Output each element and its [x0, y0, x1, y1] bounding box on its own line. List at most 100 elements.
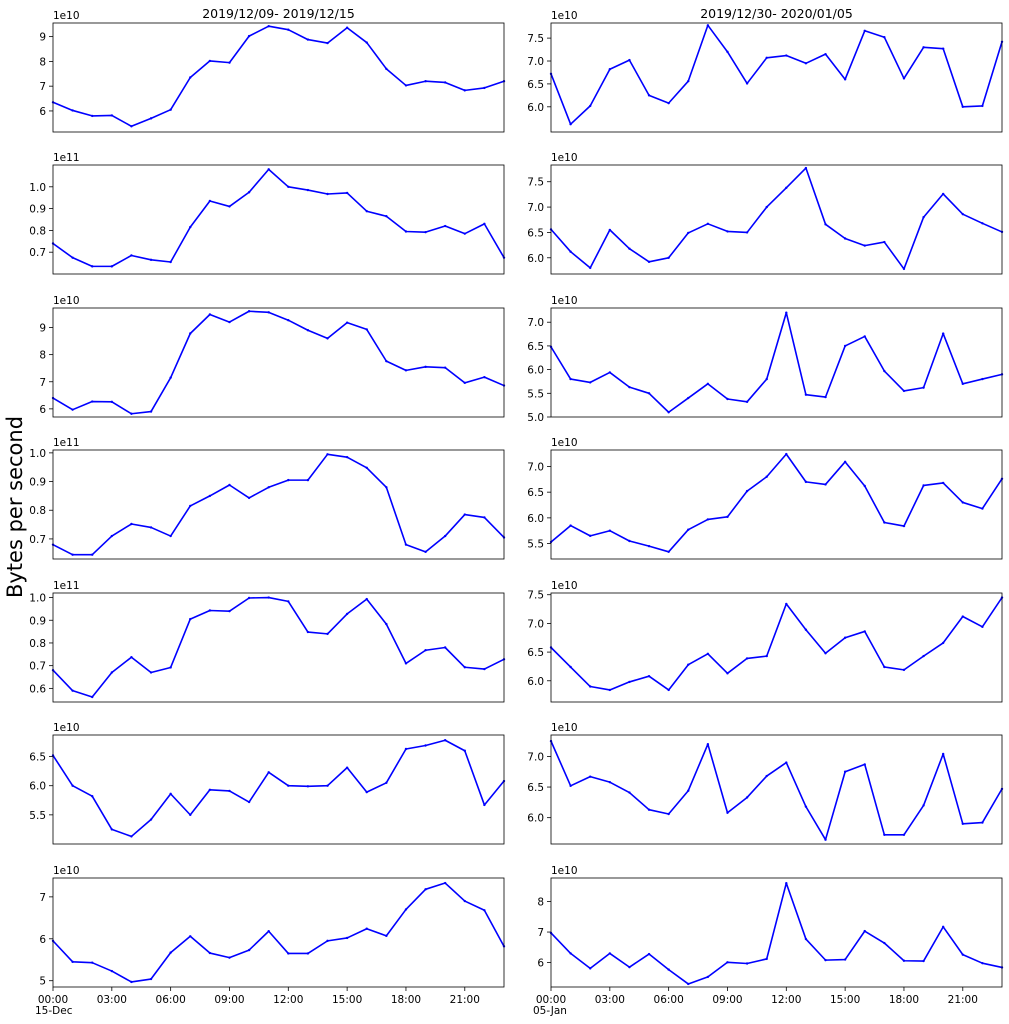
panel-r7-c2: 6 7 8 1e10 00:00 03:00 06:00 09:00 12:00 15:00 18:… — [533, 865, 1004, 1017]
y-tick-label: 7.5 — [527, 590, 544, 602]
data-point — [706, 652, 710, 656]
data-point — [267, 25, 270, 28]
data-point — [287, 478, 290, 482]
data-point — [326, 939, 329, 943]
data-point — [981, 625, 984, 629]
data-point — [843, 958, 847, 961]
data-point — [628, 385, 631, 389]
data-point — [110, 114, 114, 117]
panel-title: 2019/12/30- 2020/01/05 — [700, 6, 853, 21]
data-point — [902, 389, 906, 393]
data-point — [306, 952, 310, 955]
series-line — [52, 25, 505, 128]
data-point — [326, 41, 329, 45]
data-point — [843, 636, 847, 639]
y-tick-label: 5.5 — [29, 810, 46, 822]
data-point — [765, 205, 768, 209]
data-point — [71, 553, 74, 556]
data-point — [247, 34, 251, 38]
data-point — [287, 952, 290, 955]
data-point — [169, 534, 172, 538]
data-point — [647, 808, 651, 811]
data-point — [608, 529, 612, 532]
data-point — [443, 81, 447, 84]
data-point — [961, 953, 964, 956]
x-tick-label: 00:00 — [536, 994, 566, 1006]
data-point — [169, 792, 172, 796]
data-point — [706, 222, 710, 226]
data-point — [306, 785, 310, 788]
data-point — [228, 205, 231, 208]
axis-offset-label: 1e10 — [551, 722, 578, 734]
x-tick-label: 12:00 — [273, 994, 303, 1006]
data-point — [589, 967, 592, 970]
y-tick-label: 6.0 — [527, 513, 544, 525]
data-point — [110, 534, 114, 538]
data-point — [189, 76, 192, 79]
y-tick-label: 7.0 — [527, 461, 544, 473]
data-point — [981, 507, 984, 510]
data-point — [765, 957, 768, 961]
axis-offset-label: 1e11 — [53, 437, 80, 449]
data-point — [208, 313, 212, 316]
panel-title: 2019/12/09- 2019/12/15 — [202, 6, 355, 21]
data-point — [443, 739, 447, 742]
x-tick-label: 21:00 — [450, 994, 480, 1006]
data-point — [785, 761, 788, 764]
data-point — [726, 397, 729, 401]
data-point — [961, 501, 964, 504]
data-point — [385, 622, 388, 626]
data-point — [628, 539, 631, 543]
data-point — [189, 935, 192, 938]
y-tick-label: 1.0 — [29, 593, 46, 605]
data-point — [765, 654, 768, 658]
y-tick-label: 5 — [39, 976, 46, 988]
y-tick-label: 7 — [39, 892, 46, 904]
data-point — [189, 504, 192, 508]
y-tick-label: 6.0 — [527, 813, 544, 825]
data-point — [306, 329, 310, 332]
data-point — [941, 481, 945, 485]
data-point — [71, 960, 74, 964]
data-point — [365, 927, 368, 930]
data-point — [345, 26, 349, 29]
data-point — [569, 377, 572, 381]
data-point — [628, 965, 631, 969]
data-point — [149, 258, 153, 262]
x-tick-label: 06:00 — [156, 994, 186, 1006]
series-line — [52, 739, 505, 838]
data-point — [922, 804, 925, 807]
axis-offset-label: 1e10 — [53, 722, 80, 734]
data-point — [883, 36, 886, 39]
data-point — [843, 344, 847, 348]
data-point — [687, 396, 690, 400]
y-tick-label: 8 — [39, 350, 46, 362]
data-point — [804, 937, 808, 941]
data-point — [981, 821, 984, 824]
data-point — [569, 524, 572, 527]
data-point — [745, 962, 749, 965]
data-point — [843, 770, 847, 773]
data-point — [804, 480, 808, 484]
data-point — [365, 597, 368, 601]
x-tick-label: 03:00 — [595, 994, 625, 1006]
panel-r5-c2: 6.0 6.5 7.0 7.5 1e10 — [527, 580, 1004, 703]
data-point — [326, 784, 329, 787]
data-point — [785, 602, 788, 606]
data-point — [667, 812, 670, 816]
data-point — [385, 486, 388, 489]
data-point — [71, 408, 74, 411]
data-point — [130, 125, 133, 128]
data-point — [569, 784, 572, 788]
data-point — [902, 267, 906, 271]
data-point — [941, 192, 945, 196]
y-tick-label: 1.0 — [29, 448, 46, 460]
data-point — [647, 260, 651, 264]
data-point — [345, 612, 349, 616]
data-point — [902, 959, 906, 962]
data-point — [824, 838, 827, 841]
data-point — [483, 222, 486, 226]
y-tick-label: 7.0 — [527, 751, 544, 763]
data-point — [765, 56, 768, 60]
data-point — [589, 104, 592, 108]
